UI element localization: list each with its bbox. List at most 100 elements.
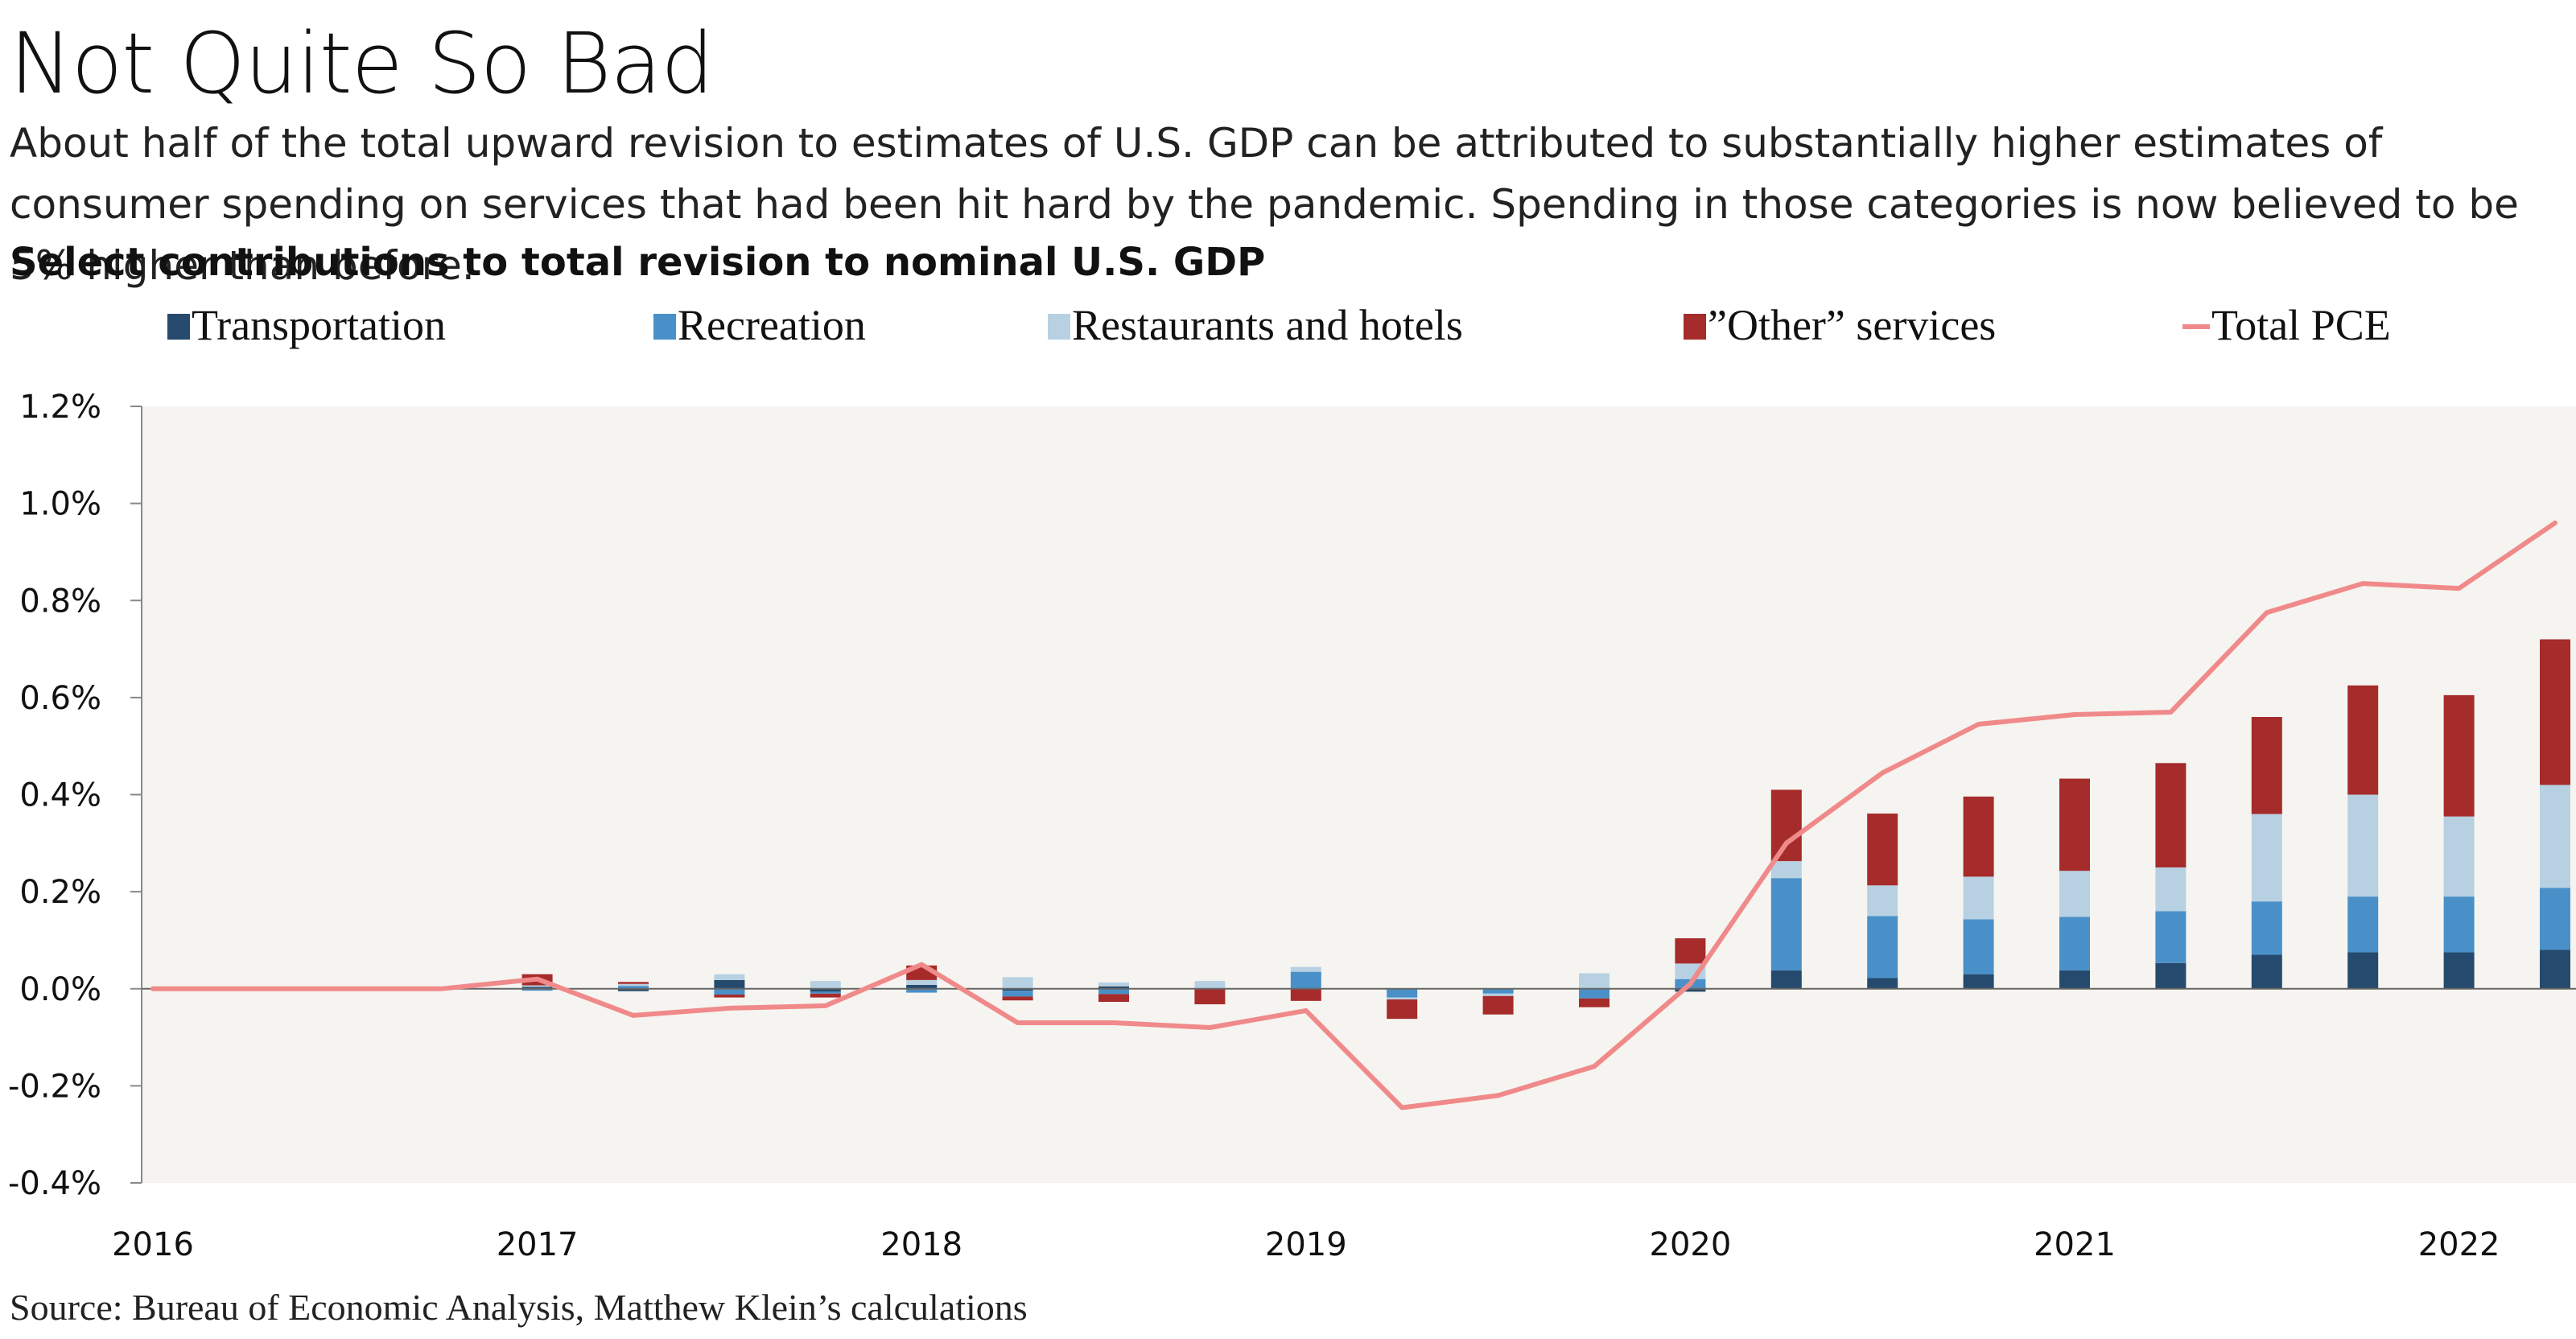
bar-restaurants-and-hotels [2155, 867, 2187, 912]
bar-other-services [1194, 988, 1226, 1005]
bar-other-services [2251, 717, 2282, 814]
bar-restaurants-and-hotels [1194, 981, 1226, 989]
bar-restaurants-and-hotels [1387, 997, 1418, 1000]
bar-recreation [1963, 919, 1994, 974]
bar-transportation [810, 988, 841, 992]
bar-transportation [2347, 952, 2379, 989]
bar-recreation [2251, 901, 2282, 955]
bar-other-services [618, 982, 649, 984]
bar-restaurants-and-hotels [810, 981, 841, 989]
bar-recreation [1290, 971, 1321, 989]
bar-transportation [1963, 974, 1994, 989]
bar-recreation [810, 991, 841, 994]
legend-swatch [1684, 314, 1706, 340]
bar-restaurants-and-hotels [906, 979, 938, 985]
y-tick-label: 0.0% [19, 971, 101, 1008]
bar-other-services [1290, 988, 1321, 1001]
bar-other-services [2443, 694, 2475, 817]
bar-recreation [714, 988, 745, 995]
bar-other-services [1770, 789, 1802, 862]
bar-restaurants-and-hotels [2347, 794, 2379, 897]
y-tick-label: 0.8% [19, 583, 101, 620]
bar-other-services [2155, 763, 2187, 867]
bar-other-services [1482, 995, 1514, 1015]
bar-restaurants-and-hotels [1290, 966, 1321, 972]
bar-transportation [618, 988, 649, 991]
bar-restaurants-and-hotels [618, 983, 649, 987]
bar-recreation [1002, 991, 1033, 997]
bar-transportation [2059, 970, 2090, 989]
chart-title: Not Quite So Bad [10, 14, 714, 113]
chart-subtitle: About half of the total upward revision … [10, 120, 2519, 289]
bar-restaurants-and-hotels [1098, 982, 1129, 987]
bar-restaurants-and-hotels [521, 985, 553, 987]
bar-recreation [2155, 911, 2187, 963]
bar-transportation [1002, 988, 1033, 991]
bar-transportation [906, 984, 938, 989]
bar-restaurants-and-hotels [1770, 861, 1802, 879]
legend-swatch [167, 314, 190, 340]
source-note: Source: Bureau of Economic Analysis, Mat… [10, 1287, 1028, 1328]
bar-other-services [2540, 639, 2570, 785]
bar-transportation [1770, 970, 1802, 989]
x-tick-label: 2016 [112, 1226, 194, 1263]
bar-restaurants-and-hotels [2540, 785, 2570, 888]
bar-other-services [2059, 778, 2090, 871]
x-tick-label: 2019 [1265, 1226, 1347, 1263]
bar-restaurants-and-hotels [1002, 977, 1033, 989]
bar-other-services [1675, 938, 1706, 964]
bar-recreation [1482, 988, 1514, 994]
line-total-pce [150, 520, 2557, 1110]
legend-label: Total PCE [2211, 301, 2391, 349]
bar-restaurants-and-hotels [2443, 816, 2475, 897]
y-tick-label: 1.0% [19, 486, 101, 523]
bar-restaurants-and-hotels [2059, 871, 2090, 917]
bar-recreation [1770, 878, 1802, 970]
bar-other-services [1002, 996, 1033, 1001]
legend-label: Restaurants and hotels [1072, 301, 1463, 349]
legend: Transportation Recreation Restaurants and … [167, 301, 2391, 349]
bar-series-group [521, 639, 2570, 1020]
bar-other-services [714, 994, 745, 998]
bar-recreation [2443, 896, 2475, 953]
x-tick-label: 2021 [2034, 1226, 2116, 1263]
bar-transportation [2155, 962, 2187, 989]
bar-transportation [1098, 986, 1129, 989]
bar-restaurants-and-hotels [1963, 876, 1994, 920]
legend-label: Transportation [192, 301, 446, 349]
y-tick-label: 0.2% [19, 874, 101, 911]
x-axis: 2016 2017 2018 2019 2020 2021 2022 [112, 1226, 2500, 1263]
bar-transportation [714, 979, 745, 989]
bar-transportation [2443, 952, 2475, 989]
bar-recreation [618, 986, 649, 989]
bar-other-services [1963, 796, 1994, 877]
bar-recreation [1387, 988, 1418, 998]
bar-recreation [1098, 988, 1129, 995]
y-tick-label: 1.2% [19, 389, 101, 426]
bar-other-services [1098, 994, 1129, 1003]
bar-other-services [1387, 999, 1418, 1020]
bar-restaurants-and-hotels [2251, 814, 2282, 902]
legend-swatch [1048, 314, 1070, 340]
x-tick-label: 2020 [1650, 1226, 1732, 1263]
legend-swatch [653, 314, 676, 340]
chart-heading: Select contributions to total revision t… [10, 240, 1266, 285]
bar-recreation [2059, 917, 2090, 970]
legend-label: ”Other” services [1708, 301, 1996, 349]
x-tick-label: 2018 [880, 1226, 962, 1263]
y-tick-label: 0.6% [19, 680, 101, 717]
bar-restaurants-and-hotels [1867, 885, 1898, 917]
line-series-group [150, 520, 2557, 1110]
bar-restaurants-and-hotels [1482, 993, 1514, 996]
bar-transportation [2251, 954, 2282, 989]
bar-recreation [906, 988, 938, 993]
bar-transportation [1675, 988, 1706, 992]
bar-other-services [1579, 998, 1609, 1007]
y-tick-label: -0.4% [8, 1165, 101, 1202]
y-tick-label: -0.2% [8, 1068, 101, 1105]
x-tick-label: 2017 [497, 1226, 579, 1263]
y-tick-label: 0.4% [19, 777, 101, 814]
bar-transportation [1867, 978, 1898, 989]
bar-transportation [2540, 950, 2570, 989]
